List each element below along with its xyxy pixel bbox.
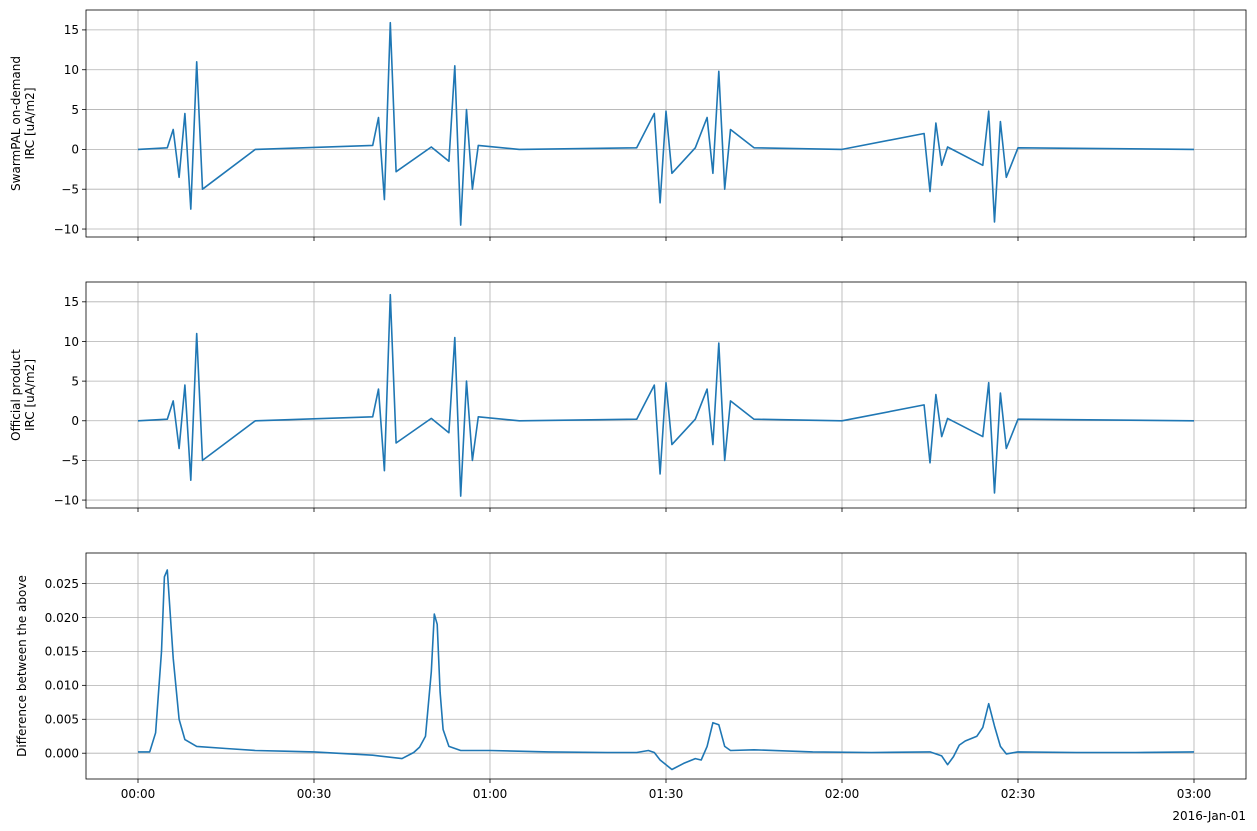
- y-tick-label: −10: [54, 222, 79, 236]
- y-tick-label: 0.025: [45, 577, 79, 591]
- y-tick-label: 0: [71, 143, 79, 157]
- axes-frame: [85, 552, 1247, 780]
- y-axis-label: Difference between the above: [15, 575, 29, 757]
- x-tick-label: 03:00: [1177, 787, 1212, 801]
- y-tick-label: 15: [64, 23, 79, 37]
- y-tick-label: −5: [61, 183, 79, 197]
- y-axis-label: SwarmPAL on-demand: [9, 56, 23, 191]
- y-tick-label: 0.005: [45, 713, 79, 727]
- y-tick-label: −10: [54, 493, 79, 507]
- y-tick-label: −5: [61, 454, 79, 468]
- y-tick-label: 10: [64, 335, 79, 349]
- y-tick-label: 0.000: [45, 747, 79, 761]
- y-tick-label: 0.010: [45, 679, 79, 693]
- series-line: [138, 569, 1195, 771]
- y-axis-label: IRC [uA/m2]: [23, 87, 37, 159]
- x-tick-label: 00:00: [121, 787, 156, 801]
- axes-frame: [85, 9, 1247, 238]
- x-tick-label: 02:30: [1001, 787, 1036, 801]
- y-tick-label: 10: [64, 63, 79, 77]
- date-offset-label: 2016-Jan-01: [1172, 809, 1246, 823]
- x-tick-label: 02:00: [825, 787, 860, 801]
- y-axis-label: IRC [uA/m2]: [23, 359, 37, 431]
- series-line: [137, 293, 1195, 497]
- y-tick-label: 15: [64, 295, 79, 309]
- y-tick-label: 0.020: [45, 611, 79, 625]
- y-axis-label: Official product: [9, 349, 23, 441]
- y-tick-label: 0: [71, 414, 79, 428]
- x-tick-label: 01:00: [473, 787, 508, 801]
- series-line: [137, 21, 1195, 226]
- y-tick-label: 0.015: [45, 645, 79, 659]
- axes-frame: [85, 281, 1247, 509]
- y-tick-label: 5: [71, 374, 79, 388]
- x-tick-label: 01:30: [649, 787, 684, 801]
- x-tick-label: 00:30: [297, 787, 332, 801]
- y-tick-label: 5: [71, 103, 79, 117]
